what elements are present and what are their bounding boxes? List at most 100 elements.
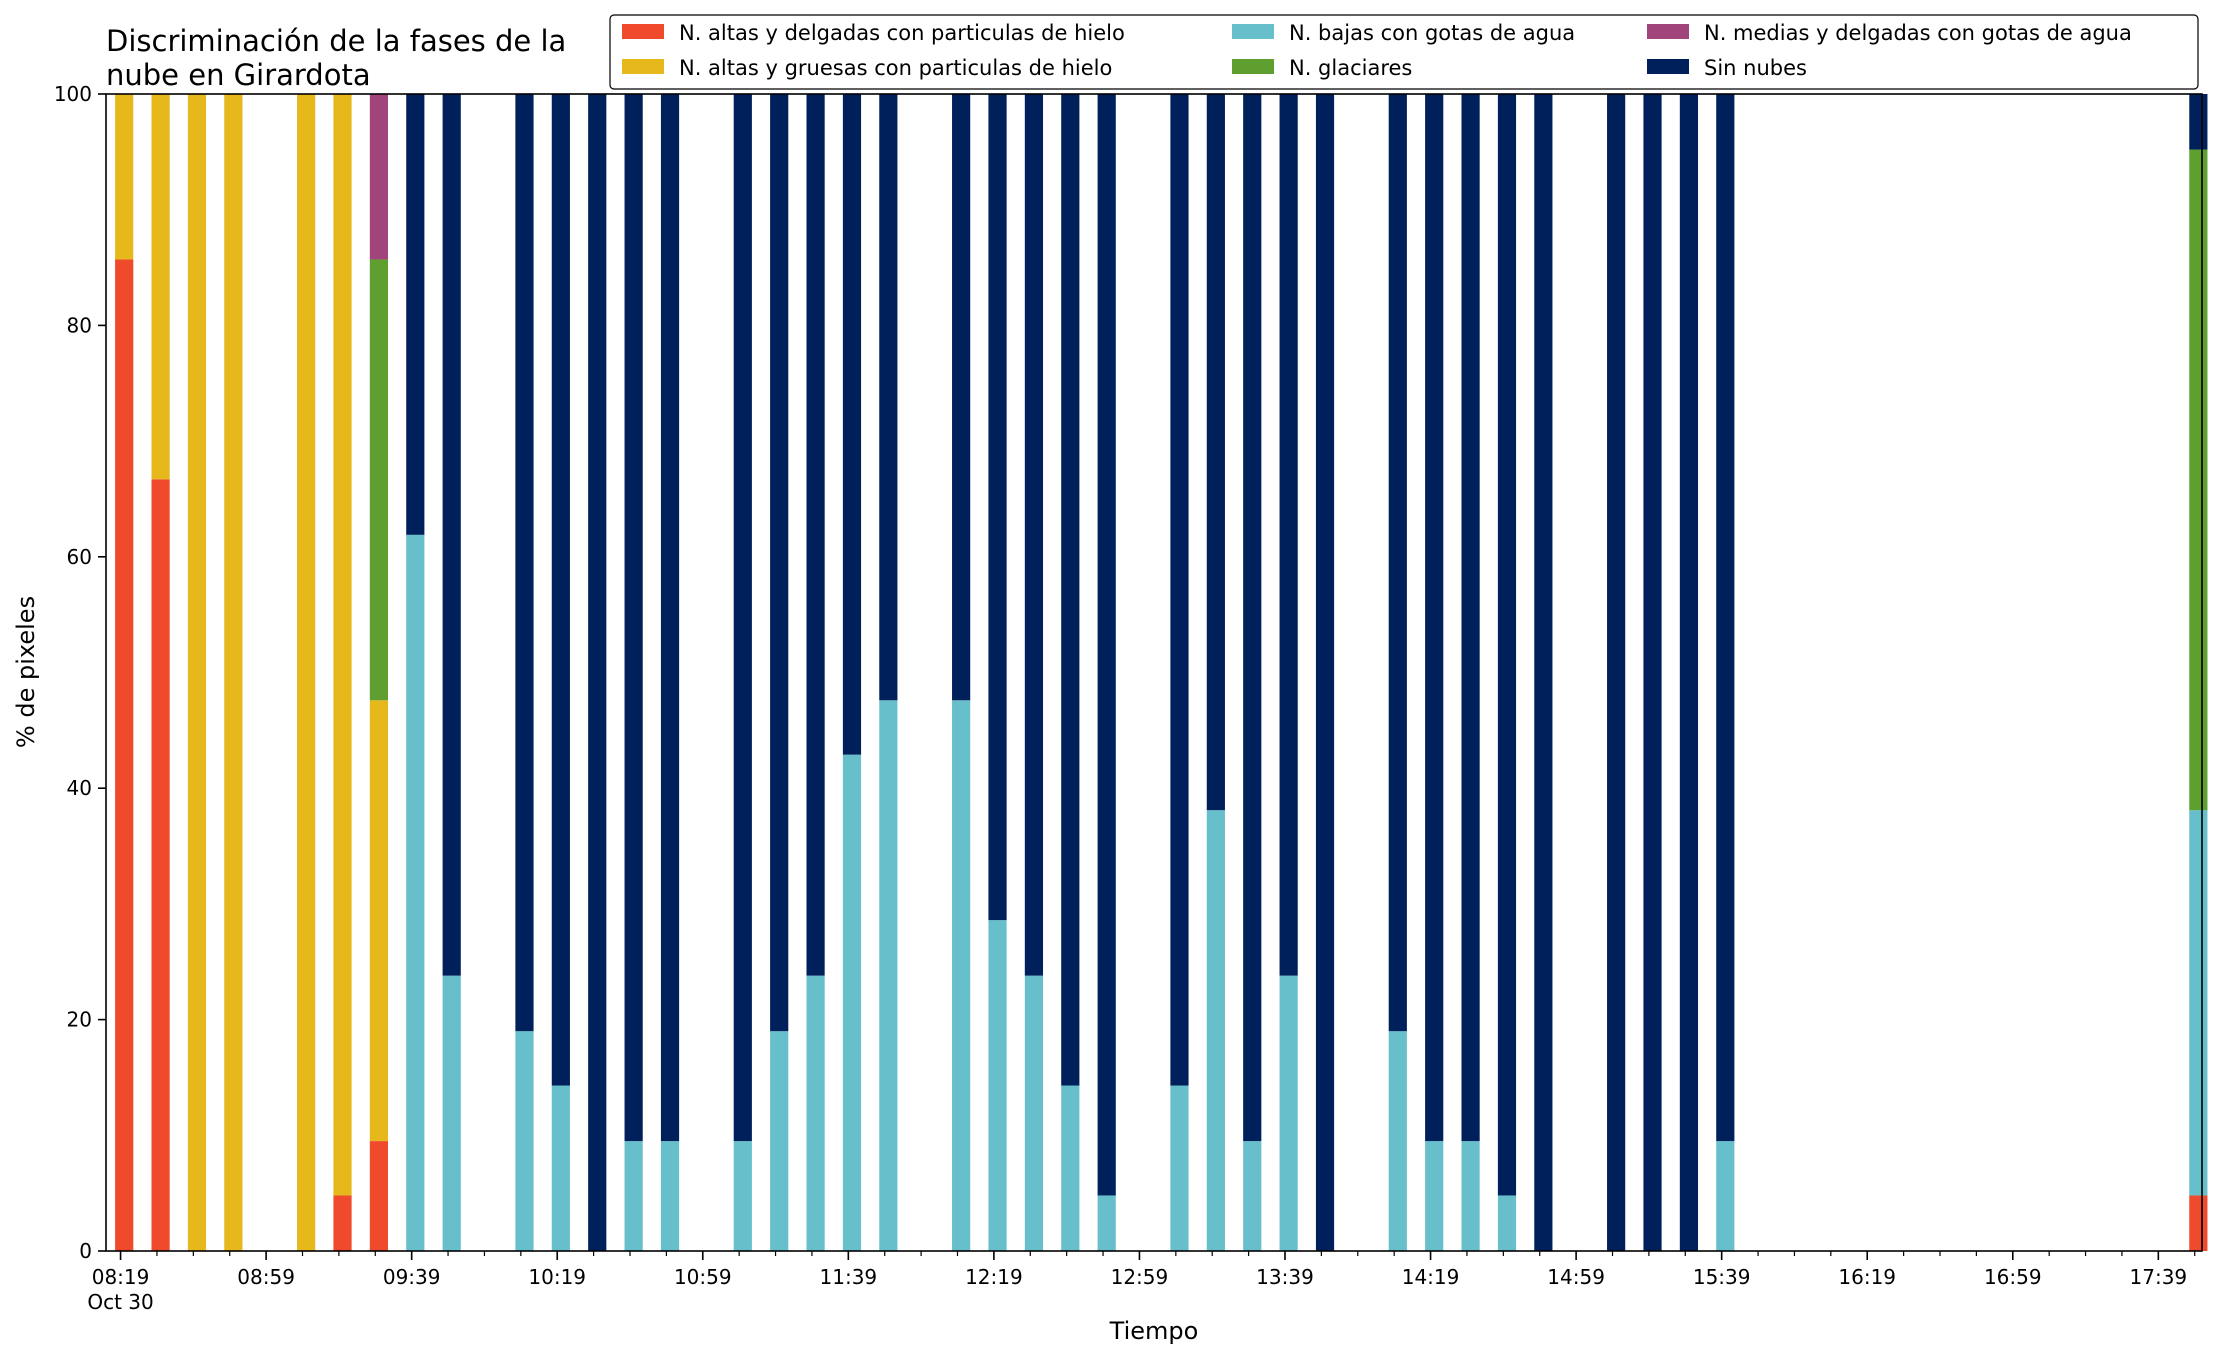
bar-segment xyxy=(952,94,971,701)
bar-segment xyxy=(151,94,170,480)
bar-segment xyxy=(660,1141,680,1251)
legend-swatch xyxy=(622,59,664,74)
x-tick-label: 10:19 xyxy=(528,1265,586,1289)
y-tick-label: 40 xyxy=(67,776,92,800)
x-tick-label: 08:19 xyxy=(92,1265,150,1289)
bar-segment xyxy=(1425,94,1444,1142)
bar-segment xyxy=(1388,94,1407,1032)
x-tick-label: 16:59 xyxy=(1984,1265,2042,1289)
bar-segment xyxy=(369,700,389,1142)
bar-segment xyxy=(1024,975,1044,1251)
bar-segment xyxy=(806,94,825,976)
bar-segment xyxy=(1061,1085,1080,1251)
bar-segment xyxy=(2189,810,2208,1196)
bar-segment xyxy=(2189,94,2208,150)
chart-title-line-1: Discriminación de la fases de la xyxy=(106,24,566,58)
bar-segment xyxy=(1315,94,1335,1251)
bar-segment xyxy=(988,94,1007,921)
bar-segment xyxy=(588,94,607,1251)
y-tick-label: 100 xyxy=(54,82,92,106)
bar-segment xyxy=(842,94,862,755)
bar-segment xyxy=(733,1141,752,1251)
bar-segment xyxy=(1243,1141,1262,1251)
bar-segment xyxy=(1097,94,1116,1196)
bar-segment xyxy=(842,754,862,1251)
bar-segment xyxy=(442,975,461,1251)
bar-segment xyxy=(1097,1195,1116,1251)
bar-segment xyxy=(1497,1195,1517,1251)
legend-box xyxy=(609,14,2199,90)
x-tick-label: 14:19 xyxy=(1402,1265,1460,1289)
legend: N. altas y delgadas con particulas de hi… xyxy=(609,14,2199,90)
bar-segment xyxy=(1243,94,1262,1142)
bar-segment xyxy=(1206,94,1225,811)
x-tick-label: 11:39 xyxy=(820,1265,878,1289)
bar-segment xyxy=(515,94,534,1032)
y-tick-label: 60 xyxy=(67,545,92,569)
bar-segment xyxy=(1643,94,1662,1251)
bar-segment xyxy=(879,700,898,1251)
legend-swatch xyxy=(622,24,664,39)
bar-segment xyxy=(1206,810,1225,1251)
bar-segment xyxy=(369,94,389,260)
bar-segment xyxy=(1534,94,1553,1251)
bar-segment xyxy=(369,1141,389,1251)
bar-segment xyxy=(624,1141,643,1251)
bar-segment xyxy=(551,94,570,1086)
bar-segment xyxy=(1461,94,1480,1142)
chart-title-line-2: nube en Girardota xyxy=(106,58,371,92)
bar-segment xyxy=(369,259,389,701)
y-tick-label: 20 xyxy=(67,1008,92,1032)
bar-segment xyxy=(660,94,680,1142)
bar-segment xyxy=(115,259,134,1251)
bar-segment xyxy=(333,1195,352,1251)
bar-segment xyxy=(297,94,316,1251)
bar-segment xyxy=(1024,94,1044,976)
bar-segment xyxy=(151,479,170,1251)
bar-segment xyxy=(1461,1141,1480,1251)
x-tick-label: 14:59 xyxy=(1547,1265,1605,1289)
bar-segment xyxy=(406,534,425,1251)
bar-segment xyxy=(406,94,425,535)
bar-segment xyxy=(988,920,1007,1251)
bar-segment xyxy=(442,94,461,976)
bar-segment xyxy=(770,94,789,1032)
legend-swatch xyxy=(1647,24,1689,39)
bar-segment xyxy=(115,94,134,260)
x-tick-label: 13:39 xyxy=(1256,1265,1314,1289)
bar-segment xyxy=(1279,94,1298,976)
x-tick-label: 12:59 xyxy=(1111,1265,1169,1289)
x-tick-label: 17:39 xyxy=(2130,1265,2188,1289)
bar-segment xyxy=(1388,1031,1407,1251)
y-tick-label: 0 xyxy=(79,1239,92,1263)
bar-segment xyxy=(733,94,752,1142)
bar-segment xyxy=(1425,1141,1444,1251)
bar-segment xyxy=(952,700,971,1251)
y-tick-label: 80 xyxy=(67,313,92,337)
legend-label: N. medias y delgadas con gotas de agua xyxy=(1704,21,2132,45)
legend-label: N. glaciares xyxy=(1289,56,1412,80)
legend-label: N. altas y delgadas con particulas de hi… xyxy=(679,21,1125,45)
x-tick-label: 09:39 xyxy=(383,1265,441,1289)
y-axis: 0 20 40 60 80 100 xyxy=(54,82,106,1263)
x-tick-label: 15:39 xyxy=(1693,1265,1751,1289)
bar-segment xyxy=(806,975,825,1251)
x-tick-label: 16:19 xyxy=(1838,1265,1896,1289)
y-axis-label: % de pixeles xyxy=(12,596,40,748)
plot-frame xyxy=(105,93,2203,1252)
bar-segment xyxy=(515,1031,534,1251)
legend-swatch xyxy=(1647,59,1689,74)
bar-segment xyxy=(624,94,643,1142)
x-tick-label: 12:19 xyxy=(965,1265,1023,1289)
bar-segment xyxy=(879,94,898,701)
bar-segment xyxy=(224,94,243,1251)
bar-segment xyxy=(1679,94,1699,1251)
bars-layer xyxy=(115,94,2208,1251)
bar-segment xyxy=(1061,94,1080,1086)
bar-segment xyxy=(187,94,207,1251)
x-axis-label: Tiempo xyxy=(1109,1317,1199,1345)
bar-segment xyxy=(1497,94,1517,1196)
legend-label: N. bajas con gotas de agua xyxy=(1289,21,1575,45)
bar-segment xyxy=(1607,94,1626,1251)
